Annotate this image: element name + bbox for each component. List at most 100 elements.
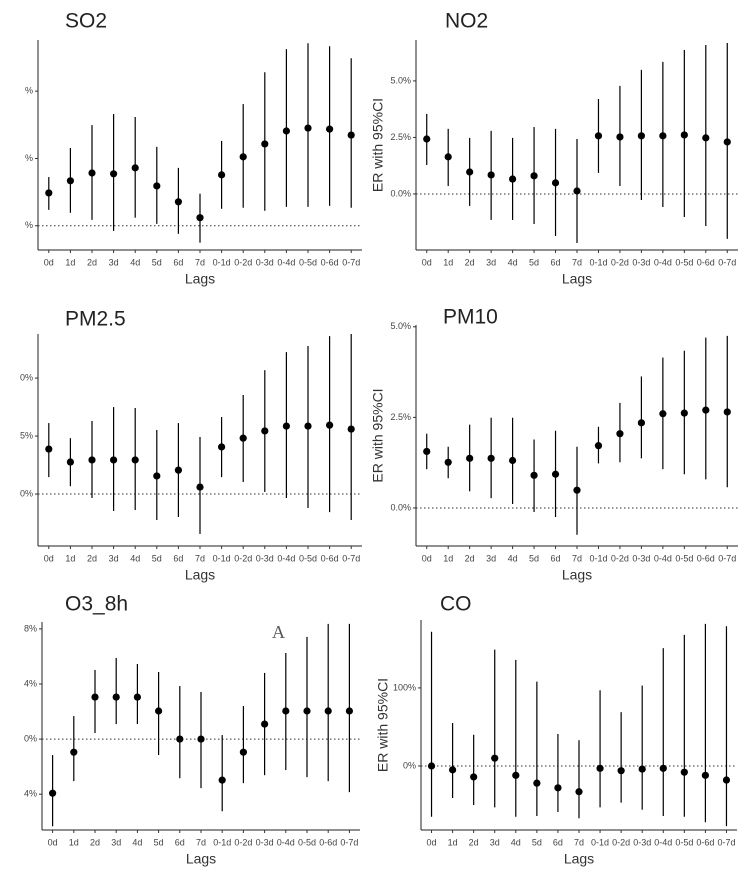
y-tick-label: 0.0%	[390, 188, 411, 198]
point	[617, 767, 625, 775]
x-tick-label: 7d	[195, 257, 205, 267]
x-tick-label: 7d	[574, 837, 584, 847]
x-axis-label: Lags	[562, 271, 592, 287]
panel-title: SO2	[65, 10, 107, 33]
x-tick-label: 4d	[508, 257, 518, 267]
x-axis-label: Lags	[564, 851, 594, 867]
point	[530, 471, 538, 479]
x-tick-label: 5d	[152, 553, 162, 563]
y-tick-label: 0%	[24, 733, 37, 743]
point	[427, 762, 436, 770]
y-tick-label: 0%	[403, 760, 416, 770]
x-tick-label: 3d	[490, 837, 500, 847]
point	[196, 483, 204, 491]
x-tick-label: 5d	[529, 553, 539, 563]
x-axis-label: Lags	[185, 271, 215, 287]
point	[637, 132, 646, 140]
x-tick-label: 4d	[132, 837, 142, 847]
point	[423, 135, 431, 143]
point	[91, 693, 99, 701]
x-tick-label: 0-7d	[342, 553, 360, 563]
x-tick-label: 0d	[44, 553, 54, 563]
x-tick-label: 0-3d	[632, 553, 650, 563]
x-tick-label: 0-4d	[277, 837, 295, 847]
point	[66, 458, 74, 466]
point	[261, 427, 269, 435]
x-tick-label: 0-4d	[654, 553, 672, 563]
x-tick-label: 0-6d	[697, 257, 715, 267]
x-tick-label: 6d	[173, 257, 183, 267]
point	[533, 779, 541, 787]
panel-title: CO	[440, 593, 472, 616]
x-tick-label: 0-2d	[612, 837, 630, 847]
point	[110, 456, 118, 464]
point	[508, 456, 517, 465]
x-tick-label: 1d	[65, 257, 75, 267]
point	[218, 443, 226, 451]
x-tick-label: 3d	[111, 837, 121, 847]
point	[723, 138, 731, 146]
panel-title: NO2	[445, 10, 488, 33]
x-tick-label: 2d	[465, 257, 475, 267]
x-tick-label: 7d	[195, 553, 205, 563]
x-axis-label: Lags	[186, 851, 216, 867]
x-tick-label: 0d	[44, 257, 54, 267]
x-tick-label: 0-6d	[697, 553, 715, 563]
point	[176, 735, 184, 743]
x-tick-label: 0-3d	[632, 257, 650, 267]
x-tick-label: 0-1d	[589, 553, 607, 563]
point	[153, 182, 161, 190]
point	[174, 466, 182, 474]
point	[88, 169, 96, 177]
x-tick-label: 2d	[90, 837, 100, 847]
x-tick-label: 0-1d	[213, 553, 231, 563]
point	[261, 720, 269, 728]
x-tick-label: 0-1d	[589, 257, 607, 267]
point	[218, 776, 226, 784]
point	[512, 771, 520, 779]
x-tick-label: 3d	[486, 553, 496, 563]
point	[174, 198, 182, 206]
x-tick-label: 0-7d	[718, 257, 736, 267]
x-tick-label: 0-4d	[277, 553, 295, 563]
point	[239, 748, 247, 756]
x-tick-label: 0-2d	[611, 257, 629, 267]
point	[594, 442, 603, 450]
point	[702, 134, 710, 142]
point	[197, 735, 205, 743]
point	[326, 421, 334, 429]
point	[680, 409, 688, 417]
point	[444, 458, 452, 466]
point	[722, 776, 731, 784]
y-tick-label: 0.0%	[390, 502, 411, 512]
y-tick-label: 2.5%	[390, 132, 411, 142]
x-tick-label: 0-2d	[234, 553, 252, 563]
point	[196, 214, 204, 222]
x-tick-label: 1d	[448, 837, 458, 847]
x-tick-label: 0-4d	[654, 837, 672, 847]
point	[304, 124, 312, 132]
y-tick-label: %	[25, 86, 33, 96]
point	[282, 707, 290, 715]
x-tick-label: 3d	[109, 553, 119, 563]
x-axis-label: Lags	[185, 567, 215, 583]
x-tick-label: 0-6d	[321, 553, 339, 563]
y-tick-label: 2.5%	[390, 412, 411, 422]
point	[345, 707, 353, 715]
point	[680, 131, 688, 139]
x-tick-label: 6d	[175, 837, 185, 847]
point	[218, 171, 226, 179]
point	[449, 766, 457, 774]
x-tick-label: 5d	[532, 837, 542, 847]
annotation: A	[272, 622, 285, 642]
point	[347, 425, 355, 433]
point	[282, 422, 290, 430]
x-tick-label: 0-1d	[591, 837, 609, 847]
x-tick-label: 7d	[196, 837, 206, 847]
point	[239, 434, 247, 442]
point	[70, 748, 78, 756]
x-tick-label: 0d	[422, 257, 432, 267]
x-tick-label: 6d	[551, 257, 561, 267]
y-tick-label: 8%	[24, 623, 37, 633]
point	[303, 707, 311, 715]
